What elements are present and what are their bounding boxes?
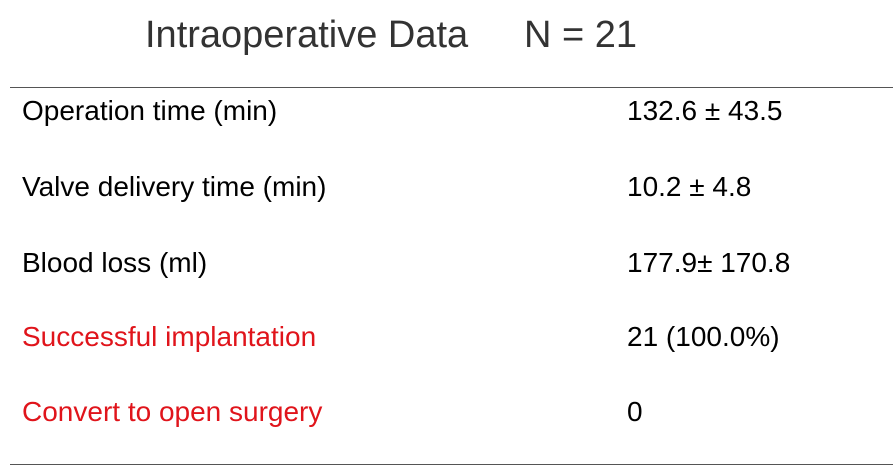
row-value: 177.9± 170.8 bbox=[627, 247, 791, 278]
row-value: 0 bbox=[627, 396, 643, 427]
bottom-rule bbox=[10, 464, 893, 465]
row-label: Valve delivery time (min) bbox=[22, 171, 327, 202]
row-label: Blood loss (ml) bbox=[22, 247, 208, 278]
row-value: 132.6 ± 43.5 bbox=[627, 95, 783, 126]
row-value: 10.2 ± 4.8 bbox=[627, 171, 752, 202]
title: Intraoperative Data bbox=[145, 14, 469, 56]
row-label: Operation time (min) bbox=[22, 95, 278, 126]
row-label: Convert to open surgery bbox=[22, 396, 323, 427]
top-rule bbox=[10, 87, 893, 88]
row-label: Successful implantation bbox=[22, 321, 317, 352]
sample-size: N = 21 bbox=[524, 14, 638, 56]
row-value: 21 (100.0%) bbox=[627, 321, 780, 352]
